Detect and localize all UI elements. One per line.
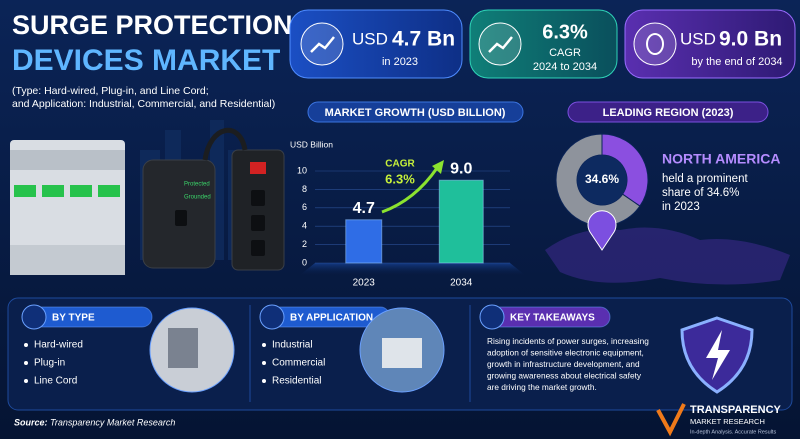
stat-caption: by the end of 2034 [691, 56, 782, 68]
region-note: in 2023 [662, 201, 700, 213]
section-image [168, 328, 198, 368]
bullet [24, 361, 28, 365]
stat-icon [646, 33, 664, 55]
source-text: Transparency Market Research [50, 417, 175, 427]
y-tick-label: 2 [302, 239, 307, 249]
stat-value: 6.3% [542, 21, 588, 43]
annotation-arrow [432, 160, 444, 174]
section-item: Hard-wired [34, 340, 83, 351]
stat-icon [488, 36, 513, 53]
annotation-arrow [381, 167, 439, 214]
section-icon [479, 304, 505, 330]
section-title: BY TYPE [52, 313, 95, 324]
subtitle: and Application: Industrial, Commercial,… [12, 98, 275, 110]
region-note: held a prominent [662, 173, 748, 185]
x-tick-label: 2034 [450, 278, 473, 289]
value-label: 34.6% [585, 172, 619, 186]
stat-caption: in 2023 [382, 56, 418, 68]
y-tick-label: 0 [302, 257, 307, 267]
bar [345, 219, 383, 264]
section-item: Rising incidents of power surges, increa… [487, 336, 649, 346]
section-item: growing awareness about electrical safet… [487, 371, 642, 381]
section-item: adoption of sensitive electronic equipme… [487, 348, 644, 358]
bullet [262, 361, 266, 365]
logo-name: TRANSPARENCY [690, 404, 782, 416]
stat-value: 9.0 Bn [719, 28, 782, 51]
region-name: NORTH AMERICA [662, 151, 780, 167]
stat-card [469, 9, 618, 79]
stat-prefix: USD [352, 29, 388, 48]
device-label: Grounded [184, 195, 211, 201]
stat-icon [310, 36, 335, 53]
annotation: CAGR [385, 159, 415, 170]
chart-title-pill [307, 101, 524, 123]
section-item: Industrial [272, 340, 313, 351]
title: DEVICES MARKET [12, 44, 280, 77]
section-icon [21, 304, 47, 330]
stat-icon [300, 22, 344, 66]
section-icon [259, 304, 285, 330]
y-axis-label: USD Billion [290, 139, 333, 149]
stat-caption: CAGR [549, 47, 581, 59]
section-title: KEY TAKEAWAYS [510, 313, 595, 324]
y-tick-label: 4 [302, 221, 307, 231]
section-item: growth in infrastructure development, an… [487, 359, 640, 369]
section-item: Plug-in [34, 358, 65, 369]
y-tick-label: 10 [297, 165, 307, 175]
bar [438, 179, 484, 264]
logo-tagline: In-depth Analysis. Accurate Results [690, 429, 776, 435]
pie-chart: 34.6% NORTH AMERICA held a prominent share … [545, 133, 790, 285]
map-pin [587, 210, 617, 251]
bullet [24, 343, 28, 347]
bullet [24, 379, 28, 383]
x-tick-label: 2023 [353, 278, 376, 289]
region-note: share of 34.6% [662, 187, 739, 199]
value-label: 9.0 [450, 160, 472, 177]
chart-title: LEADING REGION (2023) [603, 107, 734, 119]
chart-title-pill [567, 101, 769, 123]
stat-icon [633, 22, 677, 66]
sections: BY TYPE Hard-wired Plug-in Line Cord BY APPL… [21, 304, 754, 394]
section-item: Line Cord [34, 376, 77, 387]
subtitle: (Type: Hard-wired, Plug-in, and Line Cor… [12, 85, 209, 97]
source-label: Source: [14, 417, 48, 427]
annotation: 6.3% [385, 171, 415, 186]
section-item: are driving the market growth. [487, 382, 597, 392]
chart-floor [300, 263, 525, 275]
value-label: 4.7 [353, 200, 375, 217]
pie-hole [577, 155, 627, 205]
y-tick-label: 8 [302, 184, 307, 194]
stat-prefix: USD [680, 29, 716, 48]
title: SURGE PROTECTION [12, 10, 293, 40]
device-label: Protected [184, 182, 210, 188]
bolt-icon [706, 330, 730, 380]
section-item: Residential [272, 376, 321, 387]
y-tick-label: 6 [302, 202, 307, 212]
stat-caption: 2024 to 2034 [533, 61, 597, 73]
stat-value: 4.7 Bn [392, 28, 455, 51]
section-item: Commercial [272, 358, 325, 369]
stat-card [289, 9, 463, 79]
logo-mark [656, 403, 686, 437]
illustration [10, 127, 285, 275]
stat-icon [478, 22, 522, 66]
logo-sub: MARKET RESEARCH [690, 417, 765, 426]
bullet [262, 379, 266, 383]
section-image [382, 338, 422, 368]
bullet [262, 343, 266, 347]
section-title: BY APPLICATION [290, 313, 373, 324]
chart-title: MARKET GROWTH (USD BILLION) [325, 107, 506, 119]
